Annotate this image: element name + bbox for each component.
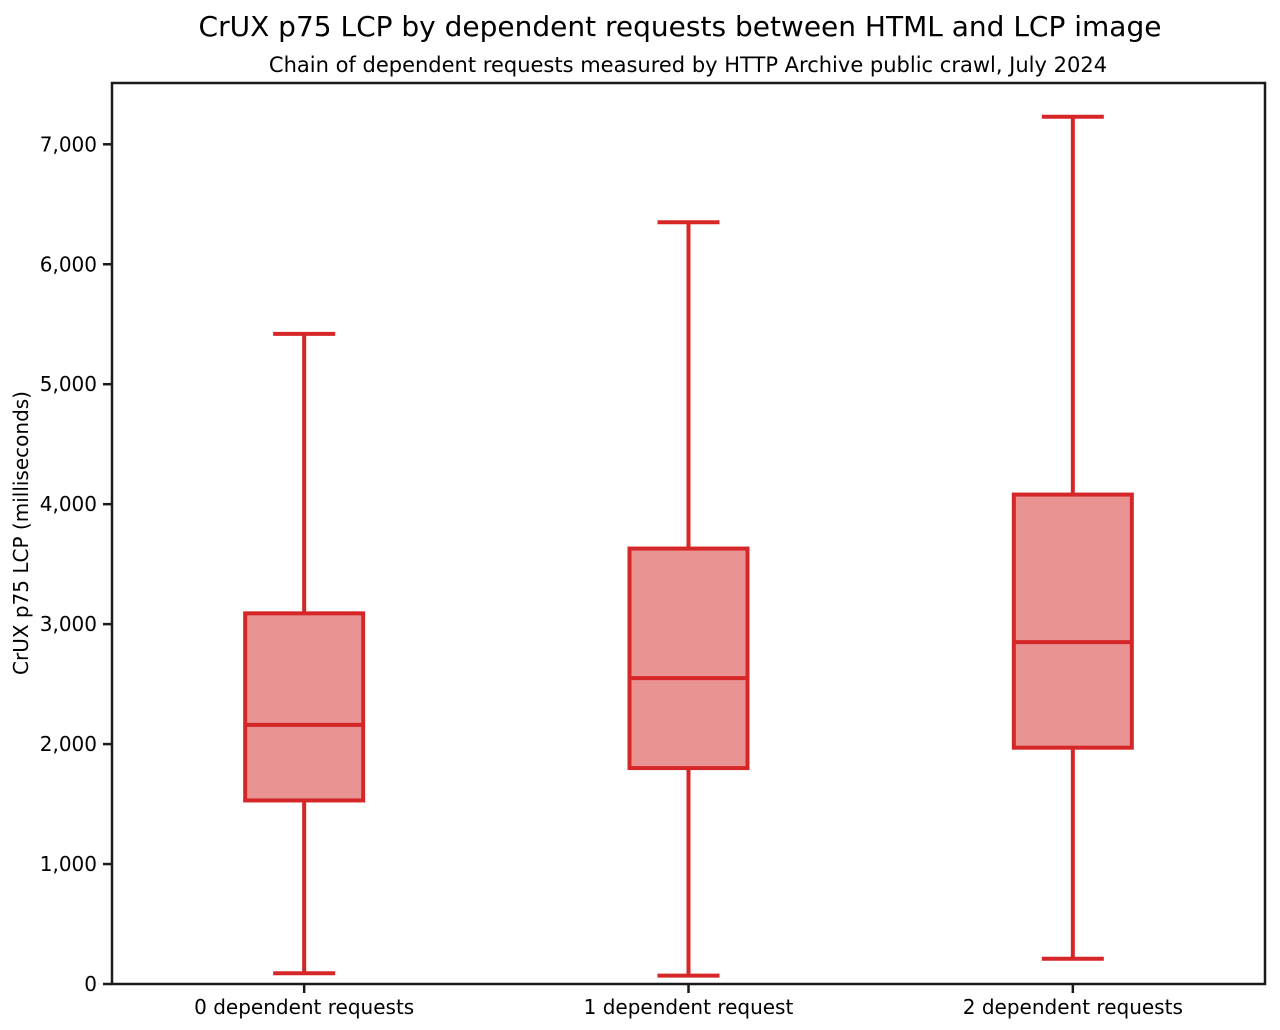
- y-tick-label: 6,000: [40, 252, 97, 276]
- x-tick-label: 1 dependent request: [584, 995, 794, 1019]
- y-tick-label: 4,000: [40, 492, 97, 516]
- box-group-1: [627, 220, 750, 978]
- y-tick-label: 7,000: [40, 132, 97, 156]
- iqr-box: [243, 611, 366, 803]
- y-tick-label: 0: [84, 972, 97, 996]
- chart-subtitle: Chain of dependent requests measured by …: [268, 53, 1108, 77]
- iqr-box: [1011, 492, 1134, 750]
- iqr-box: [627, 546, 750, 771]
- y-tick-label: 1,000: [40, 852, 97, 876]
- x-tick-label: 2 dependent requests: [963, 995, 1183, 1019]
- y-tick-label: 5,000: [40, 372, 97, 396]
- y-axis-label: CrUX p75 LCP (milliseconds): [9, 391, 33, 675]
- box-group-0: [243, 331, 366, 976]
- y-tick-label: 2,000: [40, 732, 97, 756]
- x-tick-label: 0 dependent requests: [194, 995, 414, 1019]
- y-tick-label: 3,000: [40, 612, 97, 636]
- chart-title: CrUX p75 LCP by dependent requests betwe…: [198, 10, 1162, 43]
- box-group-2: [1011, 114, 1134, 961]
